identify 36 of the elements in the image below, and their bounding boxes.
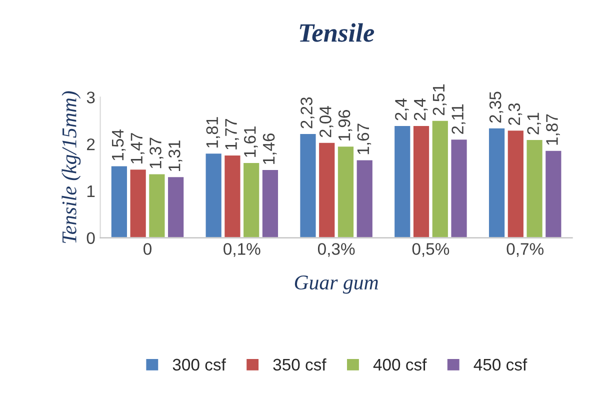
x-axis-title: Guar gum xyxy=(294,276,378,294)
data-label: 2,4 xyxy=(414,98,428,120)
data-label: 1,37 xyxy=(150,138,164,168)
legend-label: 400 csf xyxy=(373,358,427,371)
data-label: 1,47 xyxy=(130,133,145,164)
data-label: 2,11 xyxy=(452,104,466,134)
x-tick-label: 0,1% xyxy=(224,243,260,257)
y-tick-label: 0 xyxy=(86,232,95,244)
data-label: 2,51 xyxy=(432,84,447,116)
data-label: 1,67 xyxy=(357,124,372,154)
data-label: 2,1 xyxy=(527,112,541,134)
data-label: 1,31 xyxy=(168,140,182,171)
x-tick-label: 0,7% xyxy=(506,243,544,257)
data-label: 2,23 xyxy=(300,97,314,128)
data-label: 1,46 xyxy=(262,133,277,164)
chart-title: Tensile xyxy=(300,23,374,42)
x-tick-label: 0,3% xyxy=(318,243,355,257)
data-label: 1,54 xyxy=(112,129,126,160)
data-label: 2,3 xyxy=(508,103,522,125)
legend-label: 450 csf xyxy=(474,358,528,371)
x-tick-label: 0,5% xyxy=(412,243,450,257)
data-label: 1,87 xyxy=(546,114,560,145)
y-axis-title: Tensile (kg/15mm) xyxy=(62,91,81,243)
x-tick-label: 0 xyxy=(144,243,152,255)
data-label: 1,77 xyxy=(225,119,239,150)
data-label: 1,96 xyxy=(338,110,352,140)
legend-label: 350 csf xyxy=(273,358,326,371)
y-tick-label: 3 xyxy=(86,92,95,104)
y-tick-label: 1 xyxy=(87,185,95,197)
data-label: 2,04 xyxy=(320,106,334,138)
legend-label: 300 csf xyxy=(172,358,226,371)
data-label: 2,35 xyxy=(489,92,504,123)
data-label: 1,81 xyxy=(206,117,220,148)
data-label: 1,61 xyxy=(244,126,258,157)
y-tick-label: 2 xyxy=(87,138,95,150)
data-label: 2,4 xyxy=(395,98,409,120)
